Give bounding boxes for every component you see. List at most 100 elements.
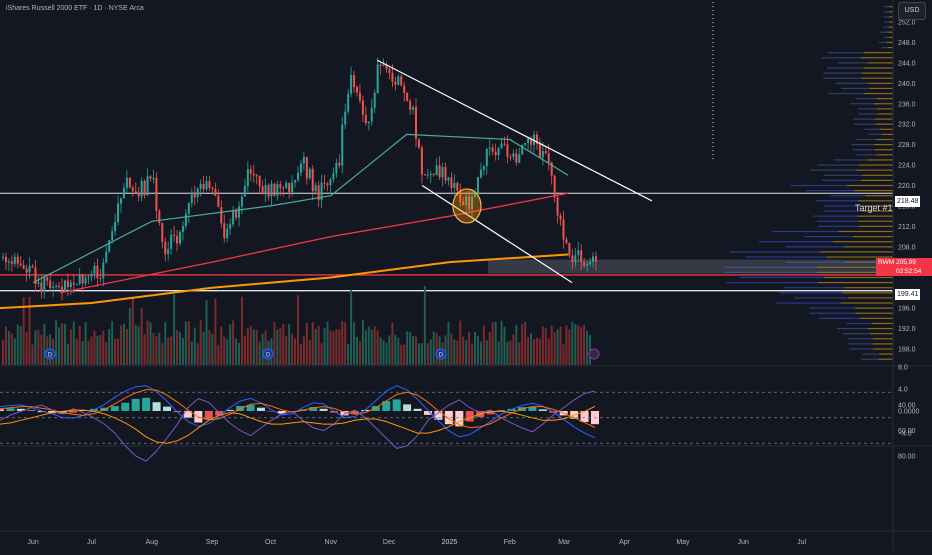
volume-bar xyxy=(149,322,152,365)
volume-bar xyxy=(93,330,96,365)
volume-profile-bar xyxy=(841,87,870,90)
candle-body xyxy=(589,261,592,264)
volume-profile-bar xyxy=(844,246,893,248)
candle-body xyxy=(326,183,329,186)
candle-body xyxy=(305,157,308,179)
last-symbol: RWM xyxy=(878,259,895,266)
macd-y-tick-label: 8.0 xyxy=(898,365,908,372)
volume-profile-bar xyxy=(857,215,893,217)
candle-body xyxy=(214,188,217,196)
candle-body xyxy=(49,280,52,288)
volume-profile-bar xyxy=(884,6,890,8)
volume-bar xyxy=(556,329,559,365)
candle-body xyxy=(432,174,435,176)
volume-bar xyxy=(350,289,353,365)
volume-bar xyxy=(382,340,385,365)
candle-body xyxy=(465,196,468,206)
candle-body xyxy=(497,148,500,156)
candle-body xyxy=(232,210,235,225)
volume-bar xyxy=(75,339,78,365)
macd-histogram-bar xyxy=(6,408,15,411)
volume-bar xyxy=(356,337,358,365)
volume-profile-bar xyxy=(866,159,893,161)
x-tick-label: 2025 xyxy=(442,539,458,546)
candle-body xyxy=(462,201,465,206)
candle-body xyxy=(535,134,538,144)
dividend-marker xyxy=(262,348,274,360)
candle-body xyxy=(223,223,226,239)
candle-body xyxy=(308,168,311,179)
candle-body xyxy=(46,277,49,281)
candle-body xyxy=(426,174,429,176)
candle-body xyxy=(63,280,66,292)
volume-bar xyxy=(146,320,149,365)
candle-body xyxy=(376,64,379,94)
macd-histogram-bar xyxy=(277,411,286,414)
volume-bar xyxy=(341,320,344,365)
volume-bar xyxy=(462,336,465,365)
dividend-marker xyxy=(435,348,447,360)
volume-bar xyxy=(173,294,176,365)
candle-body xyxy=(176,235,179,244)
volume-bar xyxy=(294,338,297,365)
candle-body xyxy=(406,93,409,101)
macd-histogram-bar xyxy=(382,401,391,411)
candle-body xyxy=(108,240,111,252)
candle-body xyxy=(586,263,589,266)
volume-profile-bar xyxy=(874,144,893,146)
volume-bar xyxy=(565,325,568,365)
volume-profile-bar xyxy=(859,225,893,227)
volume-bar xyxy=(43,323,46,365)
volume-bar xyxy=(111,320,114,365)
volume-profile-bar xyxy=(726,281,818,284)
candle-body xyxy=(356,87,358,93)
candle-body xyxy=(184,213,187,226)
candle-body xyxy=(358,92,361,101)
x-tick-label: Jul xyxy=(87,539,96,546)
trend-line-2 xyxy=(421,184,573,284)
volume-bar xyxy=(4,326,7,365)
volume-bar xyxy=(31,344,34,365)
candle-body xyxy=(423,174,426,176)
volume-bar xyxy=(291,333,294,365)
volume-profile-bar xyxy=(855,169,893,171)
candle-body xyxy=(288,182,291,193)
volume-bar xyxy=(468,331,471,365)
volume-profile-bar xyxy=(823,77,862,79)
candle-body xyxy=(577,250,580,256)
last-price-tag: RWM 205.99 02:52:54 xyxy=(876,258,932,276)
candle-body xyxy=(190,192,193,204)
volume-bar xyxy=(509,340,512,365)
volume-bar xyxy=(500,320,503,365)
macd-histogram-bar xyxy=(497,410,506,411)
candle-body xyxy=(84,277,87,284)
macd-histogram-bar xyxy=(444,411,453,425)
volume-profile-bar xyxy=(831,195,866,197)
volume-profile-bar xyxy=(806,190,854,192)
candle-body xyxy=(7,261,10,263)
volume-bar xyxy=(518,342,521,365)
volume-bar xyxy=(143,334,146,365)
candle-body xyxy=(69,282,72,288)
candle-body xyxy=(111,231,114,241)
volume-bar xyxy=(246,327,249,365)
volume-bar xyxy=(376,330,379,365)
candle-body xyxy=(515,153,518,163)
chart-title: iShares Russell 2000 ETF · 1D · NYSE Arc… xyxy=(6,5,144,12)
volume-bar xyxy=(432,331,435,365)
candle-body xyxy=(385,64,388,70)
candle-body xyxy=(482,166,485,170)
volume-profile-bar xyxy=(867,327,893,330)
dividend-marker-label: D xyxy=(439,353,444,359)
candle-body xyxy=(55,285,58,287)
volume-bar xyxy=(96,335,99,365)
candle-body xyxy=(16,256,19,264)
currency-button[interactable]: USD xyxy=(898,2,926,20)
macd-histogram-bar xyxy=(392,399,401,411)
candle-body xyxy=(533,134,535,145)
volume-profile-bar xyxy=(821,57,861,59)
candle-body xyxy=(559,215,562,220)
volume-profile-bar xyxy=(809,312,856,314)
